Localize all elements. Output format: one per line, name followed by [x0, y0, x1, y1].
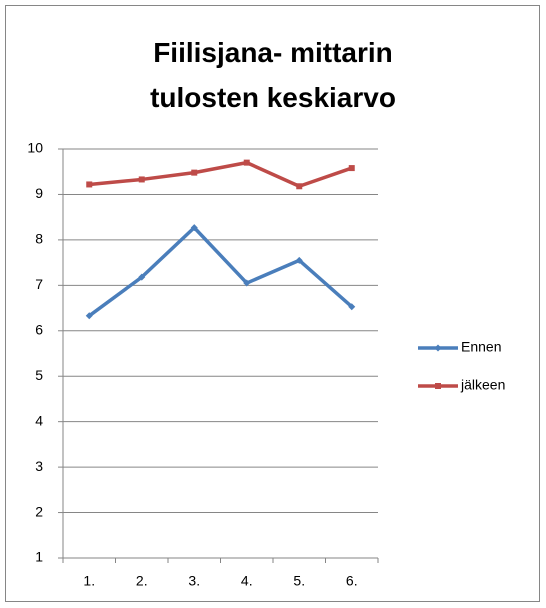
chart-frame — [5, 5, 540, 602]
x-tick-label: 2. — [136, 573, 148, 589]
y-tick-label: 9 — [35, 185, 43, 201]
y-tick-label: 10 — [27, 140, 43, 156]
point-marker — [243, 159, 250, 166]
series-line — [88, 225, 353, 318]
x-tick-label: 6. — [346, 573, 358, 589]
y-tick-label: 8 — [35, 231, 43, 247]
y-tick-label: 4 — [35, 412, 43, 428]
point-marker — [85, 312, 93, 320]
chart-title: Fiilisjana- mittarin tulosten keskiarvo — [150, 37, 396, 113]
point-marker — [86, 181, 93, 188]
y-tick-label: 1 — [35, 549, 43, 565]
point-marker — [138, 176, 145, 183]
point-marker — [295, 256, 303, 264]
y-tick-label: 5 — [35, 367, 43, 383]
point-marker — [190, 224, 198, 232]
x-tick-label: 4. — [241, 573, 253, 589]
x-tick-label: 1. — [83, 573, 95, 589]
point-marker — [191, 169, 198, 176]
x-tick-label: 5. — [293, 573, 305, 589]
y-tick-label: 7 — [35, 276, 43, 292]
point-marker — [243, 279, 251, 287]
y-tick-label: 2 — [35, 503, 43, 519]
legend-label: jälkeen — [460, 377, 505, 393]
legend-marker — [435, 383, 441, 389]
x-tick-label: 3. — [188, 573, 200, 589]
point-marker — [138, 273, 146, 281]
legend-label: Ennen — [461, 339, 501, 355]
legend-marker — [434, 344, 442, 352]
y-tick-label: 6 — [35, 321, 43, 337]
point-marker — [348, 303, 356, 311]
point-marker — [296, 183, 303, 190]
y-tick-label: 3 — [35, 458, 43, 474]
point-marker — [348, 165, 355, 172]
series-line — [89, 160, 353, 189]
